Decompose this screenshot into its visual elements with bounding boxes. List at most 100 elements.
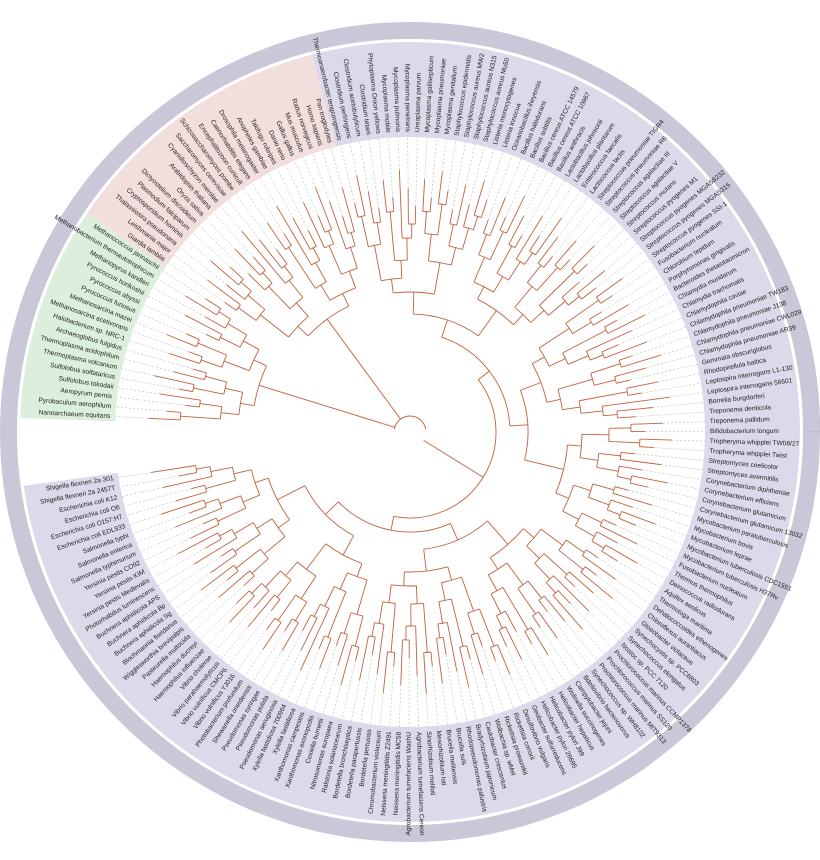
branch-arc bbox=[203, 499, 207, 507]
leaf-connector bbox=[597, 557, 656, 597]
branch-arc bbox=[320, 603, 330, 609]
branch bbox=[326, 318, 401, 420]
leaf-connector bbox=[243, 188, 268, 224]
branch-arc bbox=[629, 475, 633, 484]
leaf-connector bbox=[612, 598, 639, 620]
branch bbox=[191, 484, 205, 490]
branch bbox=[549, 358, 566, 367]
leaf-connector bbox=[575, 209, 604, 242]
branch bbox=[267, 222, 286, 250]
leaf-connector bbox=[641, 382, 701, 394]
branch-arc bbox=[235, 304, 241, 311]
branch-arc bbox=[249, 570, 255, 577]
branch bbox=[557, 378, 593, 390]
branch bbox=[400, 639, 403, 685]
branch bbox=[268, 286, 291, 309]
leaf-connector bbox=[132, 331, 190, 353]
branch-arc bbox=[591, 531, 598, 542]
branch bbox=[224, 302, 237, 311]
leaf-connector bbox=[295, 648, 320, 705]
branch bbox=[450, 247, 457, 266]
leaf-connector bbox=[604, 243, 638, 271]
branch-arc bbox=[459, 645, 467, 648]
branch bbox=[520, 382, 542, 391]
branch bbox=[196, 466, 211, 470]
branch bbox=[210, 261, 239, 286]
branch bbox=[236, 590, 250, 604]
leaf-connector bbox=[180, 579, 228, 618]
branch bbox=[478, 234, 488, 256]
branch-arc bbox=[527, 282, 538, 291]
leaf-connector bbox=[662, 421, 705, 424]
branch-arc bbox=[496, 272, 509, 281]
leaf-connector bbox=[115, 416, 149, 419]
branch-arc bbox=[596, 296, 602, 304]
branch-arc bbox=[340, 631, 348, 636]
branch-arc bbox=[539, 305, 549, 316]
branch bbox=[564, 576, 576, 587]
branch bbox=[558, 549, 584, 570]
leaf-connector bbox=[144, 538, 191, 561]
leaf-connector bbox=[118, 387, 160, 395]
branch bbox=[596, 531, 618, 544]
branch bbox=[253, 590, 270, 609]
branch bbox=[536, 267, 558, 291]
branch bbox=[441, 319, 448, 338]
branch bbox=[639, 446, 654, 448]
branch-arc bbox=[496, 610, 506, 617]
leaf-label: Mycoplasma pulmonis bbox=[391, 67, 401, 133]
leaf-connector bbox=[227, 199, 260, 241]
branch bbox=[400, 260, 403, 279]
branch bbox=[281, 622, 299, 651]
leaf-connector bbox=[632, 336, 690, 356]
branch bbox=[185, 295, 217, 316]
leaf-connector bbox=[521, 175, 557, 236]
branch bbox=[276, 579, 292, 598]
branch bbox=[260, 314, 290, 338]
branch bbox=[277, 485, 306, 501]
branch bbox=[313, 603, 321, 617]
branch-arc bbox=[215, 517, 220, 525]
branch bbox=[601, 344, 619, 353]
branch bbox=[219, 495, 241, 504]
branch bbox=[318, 635, 325, 649]
leaf-connector bbox=[495, 660, 514, 709]
branch bbox=[378, 601, 384, 624]
branch bbox=[621, 511, 656, 525]
branch bbox=[320, 284, 331, 301]
branch-arc bbox=[599, 519, 604, 526]
branch bbox=[496, 615, 503, 629]
branch bbox=[303, 202, 325, 249]
branch-arc bbox=[295, 594, 307, 603]
branch bbox=[620, 451, 635, 455]
leaf-connector bbox=[652, 504, 693, 518]
leaf-connector bbox=[506, 646, 532, 702]
branch bbox=[233, 469, 252, 475]
branch bbox=[515, 216, 543, 260]
branch bbox=[359, 635, 369, 681]
branch bbox=[614, 486, 629, 491]
branch bbox=[169, 353, 201, 364]
branch-arc bbox=[586, 351, 591, 361]
branch bbox=[559, 259, 571, 271]
branch bbox=[467, 612, 475, 635]
branch bbox=[631, 475, 668, 484]
branch bbox=[616, 379, 631, 384]
leaf-label: Mycoplasma penetrans bbox=[403, 64, 411, 133]
branch-arc bbox=[438, 598, 452, 602]
branch bbox=[555, 492, 569, 499]
leaf-label: Agrobacterium tumefaciens Cereon bbox=[415, 732, 425, 836]
branch bbox=[355, 646, 360, 661]
leaf-connector bbox=[634, 453, 704, 461]
branch-arc bbox=[238, 278, 244, 286]
leaf-connector bbox=[158, 563, 195, 587]
branch-arc bbox=[410, 603, 424, 605]
branch bbox=[218, 570, 250, 598]
leaf-connector bbox=[629, 363, 698, 381]
branch bbox=[614, 367, 646, 377]
branch bbox=[315, 262, 327, 282]
leaf-connector bbox=[596, 574, 645, 612]
branch bbox=[586, 330, 633, 352]
branch bbox=[337, 634, 348, 666]
branch bbox=[552, 594, 583, 630]
